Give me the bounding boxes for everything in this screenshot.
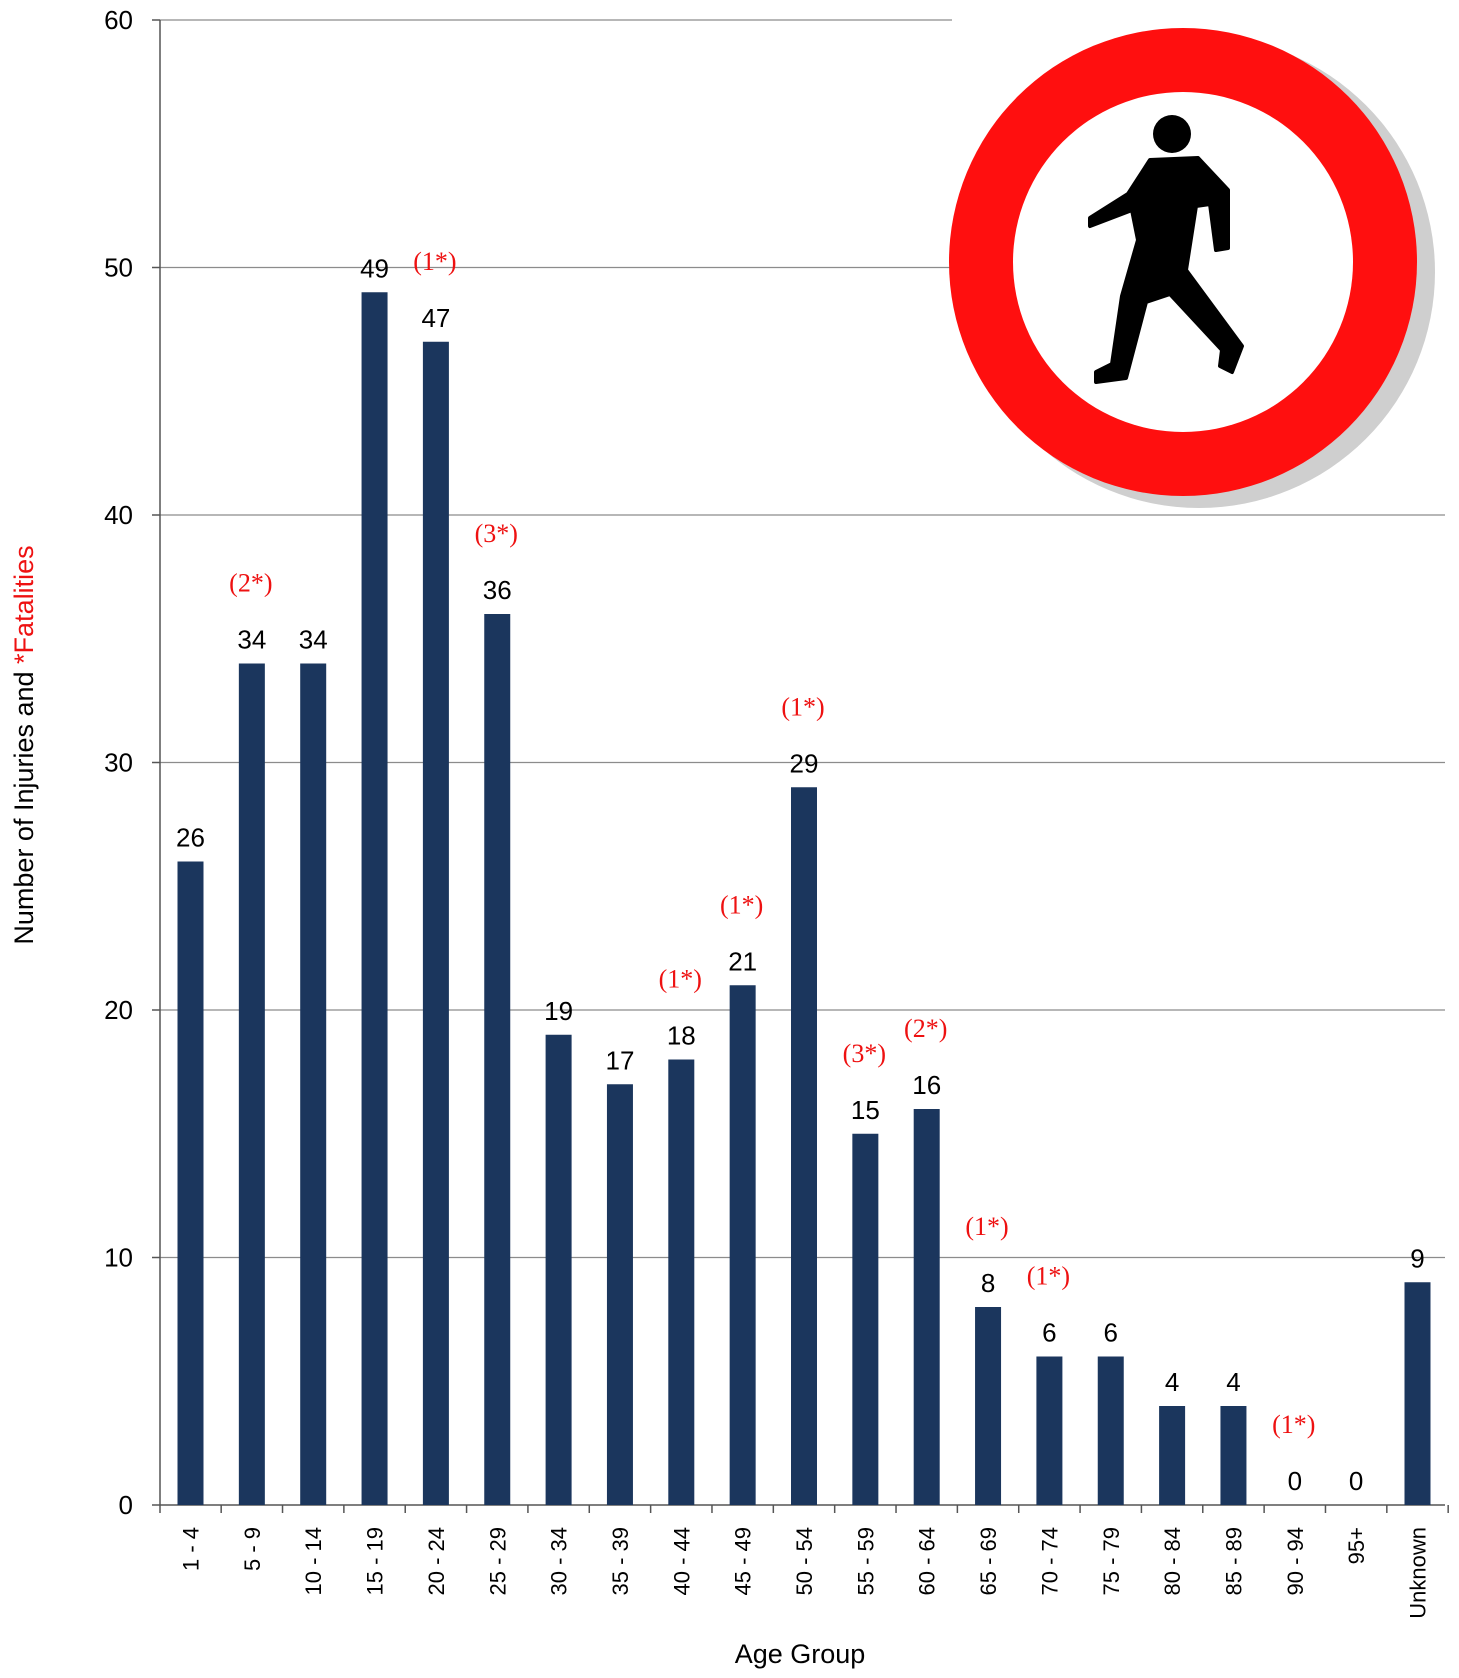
bar [1098,1357,1124,1506]
bar [914,1109,940,1505]
x-tick-label: 25 - 29 [485,1527,510,1596]
x-tick-label: 30 - 34 [547,1527,572,1596]
x-tick-label: 55 - 59 [853,1527,878,1596]
data-label: 8 [981,1268,995,1298]
data-label: 21 [728,946,757,976]
x-tick-label: Unknown [1406,1527,1431,1619]
data-label: 19 [544,996,573,1026]
bar [239,664,265,1506]
data-label: 9 [1410,1243,1424,1273]
fatality-label: (3*) [843,1039,886,1068]
fatality-label: (1*) [413,247,456,276]
x-tick-label: 20 - 24 [424,1527,449,1596]
x-tick-label: 75 - 79 [1099,1527,1124,1596]
bar [730,985,756,1505]
bar [1159,1406,1185,1505]
x-tick-label: 80 - 84 [1160,1527,1185,1596]
data-label: 18 [667,1021,696,1051]
x-tick-labels: 1 - 4 5 - 9 10 - 14 15 - 19 20 - 24 25 - 29 30… [179,1527,1431,1619]
y-tick-label: 50 [104,253,133,283]
y-tick-label: 40 [104,500,133,530]
data-label: 17 [605,1045,634,1075]
x-tick-label: 1 - 4 [179,1527,204,1571]
fatality-label: (1*) [1027,1262,1070,1291]
y-tick-label: 10 [104,1243,133,1273]
y-tick-label: 0 [119,1490,133,1520]
fatality-label: (1*) [659,965,702,994]
bar [546,1035,572,1505]
bar [423,342,449,1505]
pedestrian-prohibited-sign-icon [949,18,1450,508]
fatality-label: (1*) [720,890,763,919]
bar [852,1134,878,1505]
fatality-label: (1*) [1272,1410,1315,1439]
data-label: 36 [483,575,512,605]
x-tick-label: 70 - 74 [1037,1527,1062,1596]
y-tick-labels: 0 10 20 30 40 50 60 [104,5,133,1520]
x-tick-label: 15 - 19 [363,1527,388,1596]
fatality-label: (1*) [781,692,824,721]
bar [178,862,204,1506]
data-label: 15 [851,1095,880,1125]
data-label: 6 [1042,1318,1056,1348]
x-tick-label: 5 - 9 [240,1527,265,1571]
bar [484,614,510,1505]
x-tick-label: 35 - 39 [608,1527,633,1596]
data-label: 49 [360,253,389,283]
bar [1405,1282,1431,1505]
bar [362,292,388,1505]
data-label: 4 [1165,1367,1179,1397]
x-tick-label: 65 - 69 [976,1527,1001,1596]
x-tick-label: 90 - 94 [1283,1527,1308,1596]
x-tick-label: 50 - 54 [792,1527,817,1596]
y-axis-title-part-1: Number of Injuries and [9,664,39,945]
x-axis-title: Age Group [735,1639,866,1669]
bar [668,1060,694,1506]
x-tick-label: 40 - 44 [669,1527,694,1596]
data-label: 34 [237,625,266,655]
data-label: 6 [1104,1318,1118,1348]
bar [975,1307,1001,1505]
y-axis-title: Number of Injuries and *Fatalities [9,545,39,944]
data-label: 26 [176,823,205,853]
bar [1036,1357,1062,1506]
data-label: 16 [912,1070,941,1100]
y-tick-label: 20 [104,995,133,1025]
fatality-label: (3*) [475,519,518,548]
x-tick-label: 10 - 14 [301,1527,326,1596]
bar [791,787,817,1505]
data-label: 0 [1288,1466,1302,1496]
data-label: 34 [299,625,328,655]
y-tick-label: 30 [104,748,133,778]
x-tick-label: 95+ [1344,1527,1369,1564]
bar [1220,1406,1246,1505]
x-tick-label: 85 - 89 [1221,1527,1246,1596]
bar [300,664,326,1506]
fatality-label: (2*) [904,1014,947,1043]
data-label: 4 [1226,1367,1240,1397]
y-axis-title-part-2: *Fatalities [9,545,39,664]
x-tick-label: 45 - 49 [731,1527,756,1596]
data-label: 47 [421,303,450,333]
fatality-label: (1*) [965,1212,1008,1241]
y-tick-label: 60 [104,5,133,35]
fatality-label: (2*) [229,569,272,598]
data-label: 0 [1349,1466,1363,1496]
data-label: 29 [790,748,819,778]
x-tick-label: 60 - 64 [915,1527,940,1596]
bar [607,1084,633,1505]
